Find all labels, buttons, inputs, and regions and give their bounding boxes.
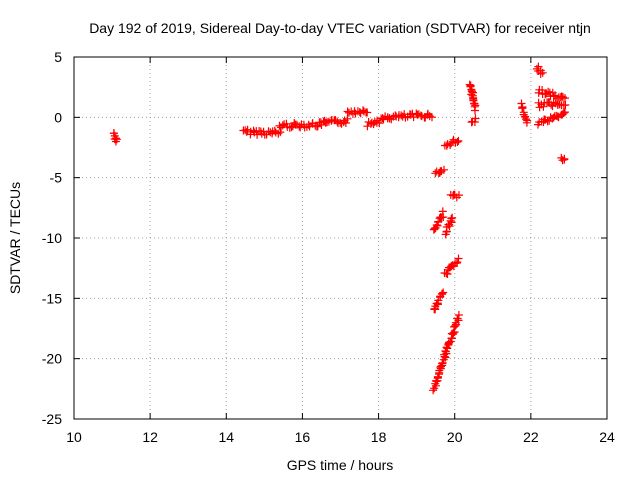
data-point-cluster: [429, 311, 463, 395]
x-tick-label: 20: [447, 429, 463, 445]
x-tick-label: 12: [142, 429, 158, 445]
y-tick-label: -5: [50, 170, 63, 186]
x-tick-label: 18: [371, 429, 387, 445]
data-point-cluster: [534, 85, 569, 103]
y-tick-label: -10: [42, 230, 62, 246]
y-axis-label: SDTVAR / TECUs: [7, 182, 23, 294]
data-point-cluster: [343, 106, 372, 118]
x-tick-label: 10: [66, 429, 82, 445]
data-point-cluster: [465, 80, 480, 115]
data-point-cluster: [430, 288, 448, 314]
data-point-cluster: [467, 114, 480, 127]
data-point-cluster: [534, 98, 570, 112]
data-point-cluster: [557, 153, 569, 165]
plot-frame: [73, 56, 608, 420]
data-point-cluster: [440, 135, 463, 150]
data-point-cluster: [385, 109, 436, 124]
data-point-cluster: [109, 129, 121, 146]
data-point-cluster: [431, 165, 448, 178]
grid-lines: [74, 57, 607, 419]
y-tick-label: 0: [54, 109, 62, 125]
chart-title: Day 192 of 2019, Sidereal Day-to-day VTE…: [89, 20, 591, 36]
y-tick-label: -20: [42, 351, 62, 367]
data-point-cluster: [517, 99, 532, 127]
data-point-cluster: [446, 190, 463, 202]
y-axis-ticks: -25 -20 -15 -10 -5 0 5: [42, 49, 607, 427]
x-tick-label: 14: [218, 429, 234, 445]
data-point-cluster: [429, 207, 448, 234]
x-tick-label: 22: [523, 429, 539, 445]
data-point-cluster: [534, 108, 569, 129]
data-point-cluster: [363, 112, 394, 131]
y-tick-label: 5: [54, 49, 62, 65]
x-axis-label: GPS time / hours: [287, 457, 394, 473]
y-tick-label: -25: [42, 411, 62, 427]
x-tick-label: 24: [599, 429, 615, 445]
y-tick-label: -15: [42, 290, 62, 306]
x-tick-label: 16: [295, 429, 311, 445]
data-points: [109, 62, 570, 395]
data-point-cluster: [532, 62, 547, 78]
data-point-cluster: [275, 118, 325, 132]
data-point-cluster: [239, 125, 285, 139]
data-point-cluster: [317, 114, 352, 129]
data-point-cluster: [440, 254, 463, 278]
x-axis-ticks: 10 12 14 16 18 20 22 24: [66, 57, 615, 445]
data-point-cluster: [441, 213, 457, 239]
